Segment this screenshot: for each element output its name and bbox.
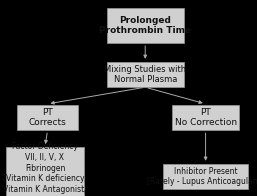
FancyBboxPatch shape: [17, 105, 78, 130]
Text: PT
No Correction: PT No Correction: [175, 108, 237, 127]
Text: Mixing Studies with
Normal Plasma: Mixing Studies with Normal Plasma: [104, 65, 186, 84]
FancyBboxPatch shape: [107, 62, 184, 87]
Text: Prolonged
Prothrombin Time: Prolonged Prothrombin Time: [99, 16, 191, 35]
FancyBboxPatch shape: [6, 147, 84, 196]
Text: Inhibitor Present
[Rarely - Lupus Anticoagulant]: Inhibitor Present [Rarely - Lupus Antico…: [147, 167, 257, 186]
FancyBboxPatch shape: [163, 164, 248, 189]
FancyBboxPatch shape: [172, 105, 239, 130]
Text: Factor Deficiency
VII, II, V, X
Fibrinogen
[Vitamin K deficiency/
Vitamin K Anta: Factor Deficiency VII, II, V, X Fibrinog…: [3, 142, 87, 196]
FancyBboxPatch shape: [107, 8, 184, 43]
Text: PT
Corrects: PT Corrects: [29, 108, 66, 127]
